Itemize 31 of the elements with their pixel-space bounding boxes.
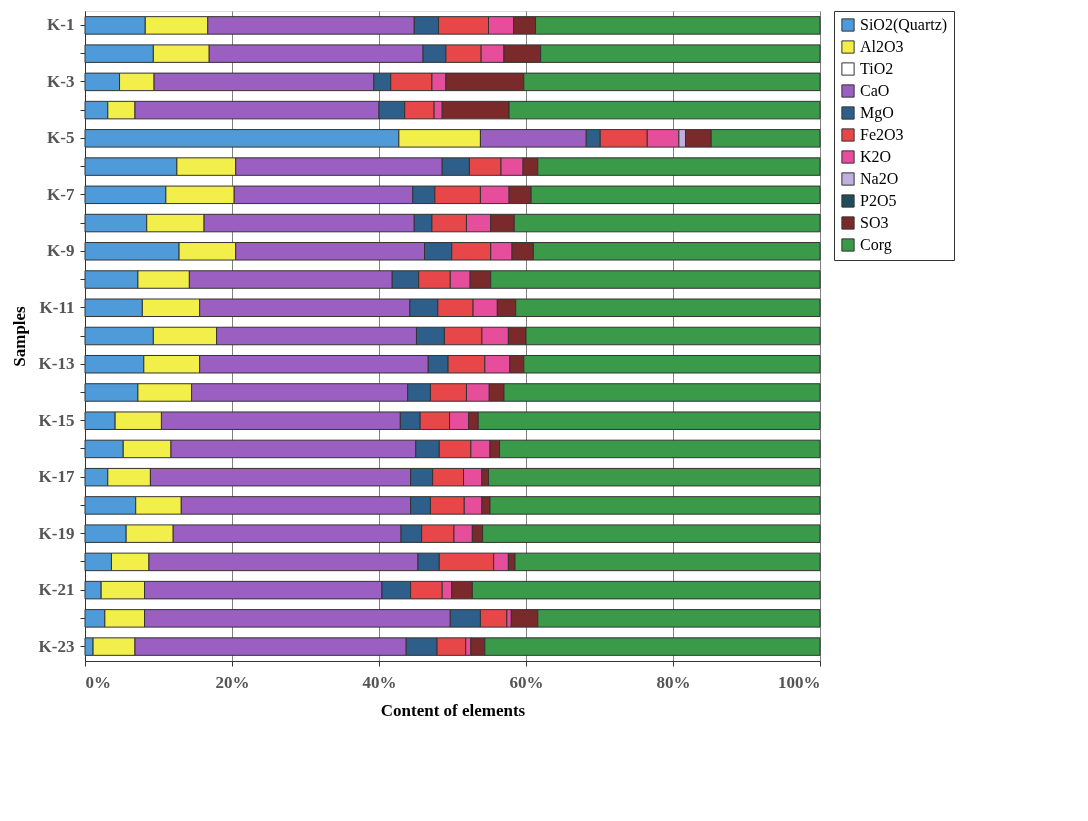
x-tick-label: 80% bbox=[656, 672, 691, 692]
y-tick-label: K-21 bbox=[38, 580, 75, 600]
y-tick-label: K-23 bbox=[38, 636, 75, 656]
legend-label: Fe2O3 bbox=[860, 126, 904, 143]
y-axis-title: Samples bbox=[9, 305, 29, 367]
y-tick-label: K-11 bbox=[39, 297, 75, 317]
x-tick-label: 40% bbox=[362, 672, 397, 692]
y-tick-label: K-19 bbox=[38, 523, 75, 543]
legend-label: SiO2(Quartz) bbox=[860, 16, 948, 34]
x-tick-label: 0% bbox=[85, 672, 111, 692]
legend-label: Na2O bbox=[860, 170, 899, 187]
y-tick-label: K-15 bbox=[38, 410, 75, 430]
legend-label: TiO2 bbox=[860, 60, 894, 77]
legend-label: Al2O3 bbox=[860, 38, 904, 55]
legend-label: SO3 bbox=[860, 214, 889, 231]
y-tick-label: K-13 bbox=[38, 354, 75, 374]
legend-label: CaO bbox=[860, 82, 890, 99]
legend-label: P2O5 bbox=[860, 192, 897, 209]
x-axis-title: Content of elements bbox=[380, 700, 526, 720]
x-tick-label: 100% bbox=[778, 672, 821, 692]
legend-label: MgO bbox=[860, 104, 894, 122]
legend-label: Corg bbox=[860, 236, 892, 254]
x-tick-label: 60% bbox=[509, 672, 544, 692]
y-tick-label: K-7 bbox=[47, 184, 75, 204]
y-tick-label: K-3 bbox=[47, 71, 75, 91]
x-tick-label: 20% bbox=[215, 672, 250, 692]
y-tick-label: K-9 bbox=[47, 241, 75, 261]
y-tick-label: K-1 bbox=[47, 15, 75, 35]
legend-label: K2O bbox=[860, 148, 892, 165]
y-tick-label: K-5 bbox=[47, 128, 75, 148]
y-tick-label: K-17 bbox=[38, 467, 75, 487]
